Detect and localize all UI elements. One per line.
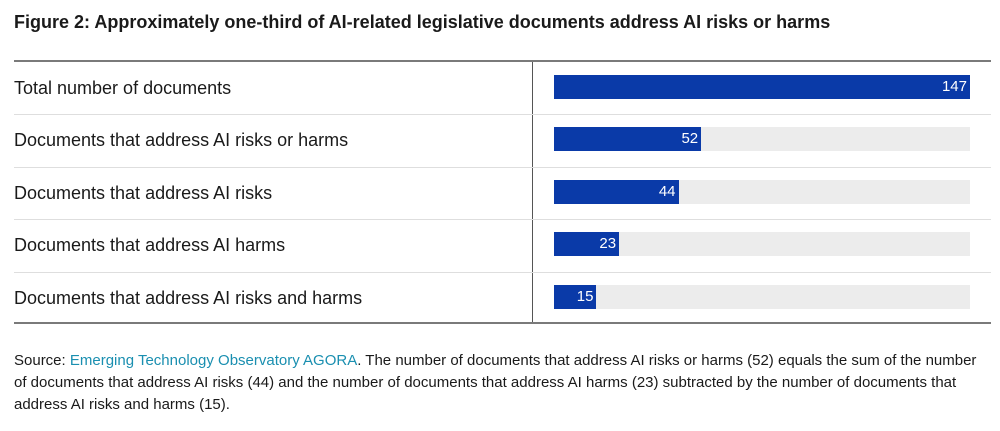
- column-divider: [532, 62, 533, 322]
- bar: [554, 127, 702, 152]
- bar-value-label: 52: [681, 130, 699, 148]
- category-label: Documents that address AI risks: [14, 182, 273, 203]
- source-link[interactable]: Emerging Technology Observatory AGORA: [69, 352, 358, 369]
- bar: [554, 284, 597, 309]
- bar-track: 44: [554, 179, 970, 204]
- row-separator: [14, 271, 991, 273]
- bar-value-label: 147: [941, 78, 967, 95]
- source-text: . The number of documents that address A…: [14, 352, 977, 413]
- bar-value-label: 23: [599, 235, 617, 253]
- source-prefix: Source:: [14, 352, 70, 369]
- bar: [554, 179, 679, 204]
- bar-track: 23: [554, 232, 970, 257]
- bar-value-label: 15: [576, 287, 594, 305]
- row-separator: [14, 114, 991, 116]
- bar: [554, 75, 970, 99]
- row-separator: [14, 166, 991, 168]
- category-label: Documents that address AI risks and harm…: [14, 287, 363, 308]
- category-label: Documents that address AI risks or harms: [14, 130, 349, 151]
- source-note: Source: Emerging Technology Observatory …: [14, 350, 984, 416]
- bar-track: 15: [554, 284, 970, 309]
- bar-chart: Total number of documents 147 Documents th…: [14, 60, 991, 324]
- figure-title: Figure 2: Approximately one-third of AI-…: [14, 12, 831, 32]
- bar-track: 147: [554, 75, 970, 99]
- row-separator: [14, 219, 991, 221]
- bar-value-label: 44: [658, 182, 676, 200]
- category-label: Total number of documents: [14, 78, 232, 98]
- bar: [554, 232, 620, 257]
- category-label: Documents that address AI harms: [14, 235, 286, 256]
- bar-track: 52: [554, 127, 970, 152]
